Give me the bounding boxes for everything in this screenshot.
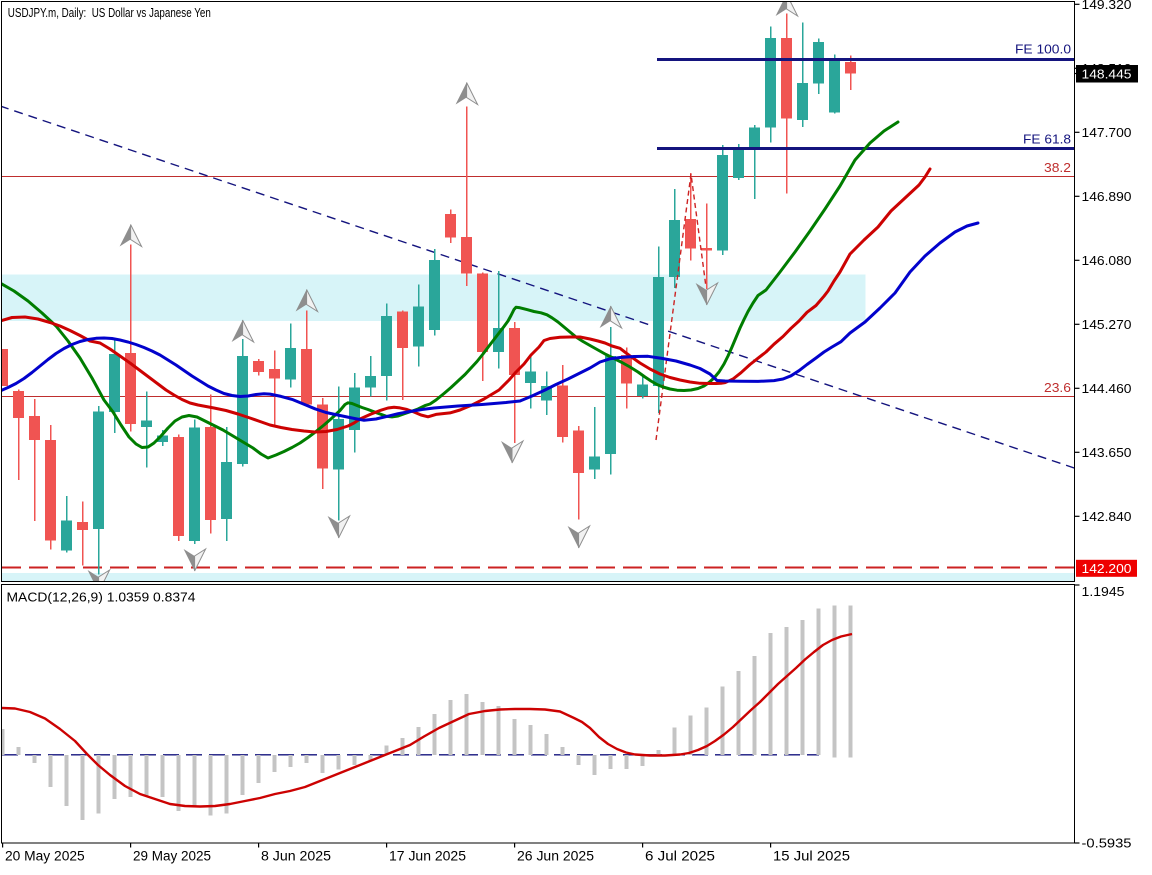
svg-text:20 May 2025: 20 May 2025 — [5, 849, 85, 864]
svg-text:USDJPY.m, Daily: US Dollar vs: USDJPY.m, Daily: US Dollar vs Japanese Y… — [8, 6, 211, 20]
svg-text:147.700: 147.700 — [1082, 125, 1132, 140]
svg-text:-0.5935: -0.5935 — [1082, 836, 1132, 851]
svg-text:MACD(12,26,9) 1.0359 0.8374: MACD(12,26,9) 1.0359 0.8374 — [7, 591, 196, 605]
svg-text:146.890: 146.890 — [1082, 189, 1132, 204]
svg-text:1.1945: 1.1945 — [1082, 584, 1125, 599]
svg-text:142.200: 142.200 — [1082, 561, 1132, 576]
svg-text:FE 100.0: FE 100.0 — [1015, 42, 1071, 57]
svg-text:149.320: 149.320 — [1082, 0, 1132, 12]
svg-text:6 Jul 2025: 6 Jul 2025 — [645, 849, 715, 864]
svg-text:146.080: 146.080 — [1082, 253, 1132, 268]
svg-text:148.445: 148.445 — [1082, 66, 1132, 81]
svg-text:26 Jun 2025: 26 Jun 2025 — [517, 849, 594, 864]
svg-text:FE 61.8: FE 61.8 — [1023, 132, 1071, 147]
svg-text:29 May 2025: 29 May 2025 — [133, 849, 211, 864]
svg-text:143.650: 143.650 — [1082, 445, 1132, 460]
svg-text:23.6: 23.6 — [1044, 380, 1071, 395]
svg-text:142.840: 142.840 — [1082, 509, 1132, 524]
svg-text:8 Jun 2025: 8 Jun 2025 — [261, 849, 331, 864]
svg-text:145.270: 145.270 — [1082, 317, 1132, 332]
svg-text:144.460: 144.460 — [1082, 381, 1132, 396]
svg-text:38.2: 38.2 — [1044, 160, 1071, 175]
svg-text:17 Jun 2025: 17 Jun 2025 — [389, 849, 466, 864]
svg-text:15 Jul 2025: 15 Jul 2025 — [773, 849, 850, 864]
